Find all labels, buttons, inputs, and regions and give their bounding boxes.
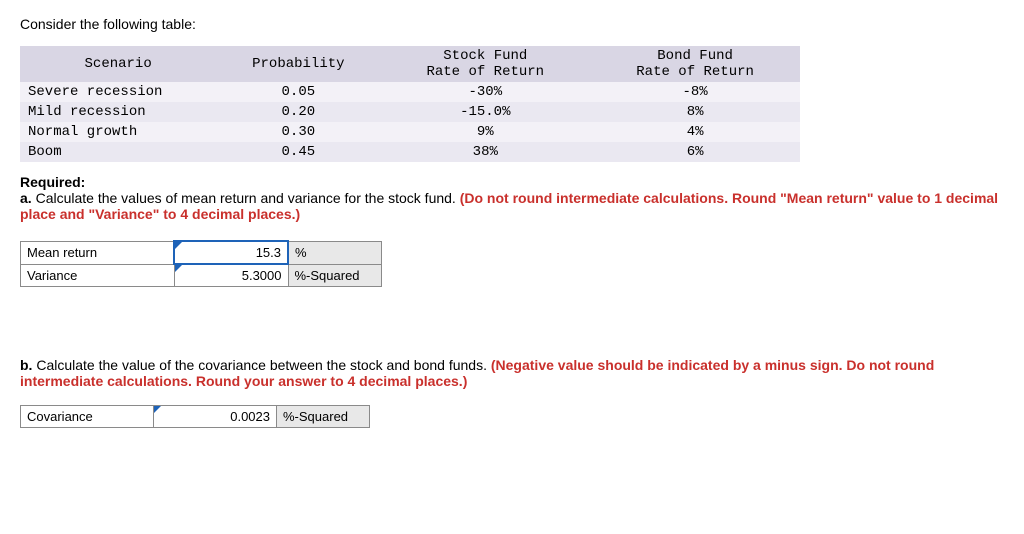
bond-cell: 4% <box>590 122 800 142</box>
scenario-table: Scenario Probability Stock Fund Rate of … <box>20 46 800 162</box>
covariance-input[interactable]: 0.0023 <box>154 406 277 428</box>
scenario-tbody: Severe recession0.05-30%-8%Mild recessio… <box>20 82 800 162</box>
probability-cell: 0.05 <box>216 82 380 102</box>
part-a-prefix: a. <box>20 190 36 206</box>
scenario-cell: Severe recession <box>20 82 216 102</box>
probability-cell: 0.20 <box>216 102 380 122</box>
required-block: Required: a. Calculate the values of mea… <box>20 174 1004 222</box>
answers-a-table: Mean return 15.3 % Variance 5.3000 %-Squ… <box>20 240 382 287</box>
stock-cell: -30% <box>380 82 590 102</box>
table-row: Variance 5.3000 %-Squared <box>21 264 382 287</box>
table-row: Normal growth0.309%4% <box>20 122 800 142</box>
part-b-text: Calculate the value of the covariance be… <box>36 357 491 373</box>
table-row: Mean return 15.3 % <box>21 241 382 264</box>
col-probability: Probability <box>216 46 380 82</box>
col-bond: Bond Fund Rate of Return <box>590 46 800 82</box>
scenario-cell: Boom <box>20 142 216 162</box>
table-row: Mild recession0.20-15.0%8% <box>20 102 800 122</box>
stock-cell: 38% <box>380 142 590 162</box>
probability-cell: 0.45 <box>216 142 380 162</box>
stock-cell: -15.0% <box>380 102 590 122</box>
part-b-block: b. Calculate the value of the covariance… <box>20 357 1004 389</box>
scenario-cell: Mild recession <box>20 102 216 122</box>
covariance-label: Covariance <box>21 406 154 428</box>
part-a-text: Calculate the values of mean return and … <box>36 190 460 206</box>
answers-b-table: Covariance 0.0023 %-Squared <box>20 405 370 428</box>
bond-cell: -8% <box>590 82 800 102</box>
table-row: Boom0.4538%6% <box>20 142 800 162</box>
covariance-unit: %-Squared <box>277 406 370 428</box>
variance-label: Variance <box>21 264 175 287</box>
stock-cell: 9% <box>380 122 590 142</box>
variance-unit: %-Squared <box>288 264 382 287</box>
intro-text: Consider the following table: <box>20 16 1004 32</box>
table-row: Covariance 0.0023 %-Squared <box>21 406 370 428</box>
part-b-prefix: b. <box>20 357 36 373</box>
mean-return-unit: % <box>288 241 382 264</box>
bond-cell: 8% <box>590 102 800 122</box>
mean-return-input[interactable]: 15.3 <box>174 241 288 264</box>
scenario-cell: Normal growth <box>20 122 216 142</box>
col-scenario: Scenario <box>20 46 216 82</box>
col-stock: Stock Fund Rate of Return <box>380 46 590 82</box>
variance-input[interactable]: 5.3000 <box>174 264 288 287</box>
required-heading: Required: <box>20 174 85 190</box>
bond-cell: 6% <box>590 142 800 162</box>
probability-cell: 0.30 <box>216 122 380 142</box>
mean-return-label: Mean return <box>21 241 175 264</box>
table-row: Severe recession0.05-30%-8% <box>20 82 800 102</box>
